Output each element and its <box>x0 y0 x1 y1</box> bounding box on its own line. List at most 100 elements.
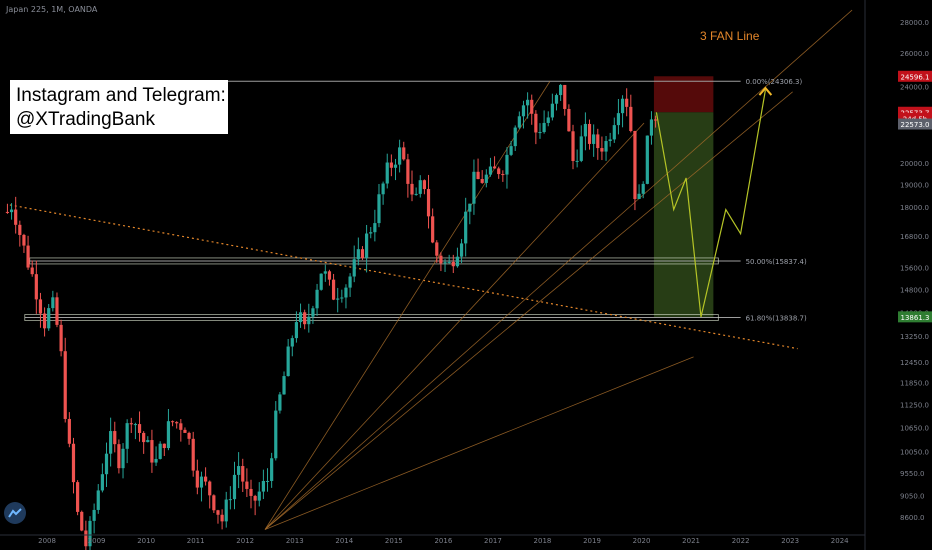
candle-body <box>170 421 175 423</box>
candle-body <box>464 211 468 244</box>
candle-body <box>55 297 59 325</box>
fib-level-label: 0.00%(24306.3) <box>746 78 803 86</box>
candle-body <box>96 490 100 510</box>
price-badge-label: 24596.1 <box>901 73 930 81</box>
candle-body <box>608 139 612 142</box>
candle-body <box>517 116 521 128</box>
time-tick-label: 2008 <box>38 537 56 545</box>
candle-body <box>104 453 109 475</box>
candle-body <box>18 224 22 235</box>
price-tick-label: 16800.0 <box>900 233 929 241</box>
candle-body <box>488 166 493 175</box>
candle-body <box>352 259 356 277</box>
time-tick-label: 2015 <box>385 537 403 545</box>
projection-path <box>655 86 773 318</box>
candle-body <box>290 338 294 347</box>
candle-body <box>472 171 476 204</box>
price-tick-label: 10650.0 <box>900 424 929 432</box>
candle-body <box>377 194 381 224</box>
candle-body <box>294 322 299 339</box>
candle-body <box>513 127 517 147</box>
candle-body <box>26 245 30 268</box>
candle-body <box>274 410 278 459</box>
candle-body <box>476 171 480 180</box>
price-tick-label: 14800.0 <box>900 286 929 294</box>
fib-level-label: 61.80%(13838.7) <box>746 315 807 323</box>
candle-body <box>100 474 104 491</box>
candle-body <box>612 125 616 140</box>
symbol-title: Japan 225, 1M, OANDA <box>6 5 98 14</box>
time-tick-label: 2021 <box>682 537 700 545</box>
candle-body <box>385 162 389 184</box>
candle-body <box>9 209 14 213</box>
candle-body <box>175 422 179 424</box>
candle-body <box>414 193 418 195</box>
candle-body <box>538 132 542 134</box>
fan-line <box>264 81 551 530</box>
candle-body <box>410 183 414 195</box>
candle-body <box>125 423 129 449</box>
candle-body <box>633 131 637 199</box>
candle-body <box>249 488 253 496</box>
candle-body <box>455 256 460 267</box>
candle-body <box>146 440 150 443</box>
candle-body <box>625 98 629 107</box>
time-tick-label: 2023 <box>781 537 799 545</box>
candle-body <box>373 223 377 233</box>
candle-body <box>616 113 621 126</box>
candle-body <box>154 458 158 463</box>
candle-body <box>307 316 311 325</box>
time-tick-label: 2017 <box>484 537 502 545</box>
candle-body <box>620 98 625 114</box>
candle-body <box>80 511 84 531</box>
candle-body <box>212 495 216 511</box>
price-tick-label: 19000.0 <box>900 182 929 190</box>
candle-body <box>232 474 237 500</box>
candle-body <box>257 491 261 501</box>
price-tick-label: 8600.0 <box>900 514 925 522</box>
candle-body <box>393 164 398 168</box>
candle-body <box>137 424 142 433</box>
candle-body <box>348 276 352 288</box>
price-badge <box>898 70 932 82</box>
candle-body <box>253 495 257 501</box>
time-axis[interactable]: 2008 2009 2010 2011 2012 2013 2014 2015 2016 2017… <box>0 534 865 545</box>
candle-body <box>51 297 55 309</box>
candle-body <box>530 99 534 114</box>
candle-body <box>579 136 583 161</box>
time-tick-label: 2024 <box>831 537 849 545</box>
candle-body <box>183 429 187 433</box>
candle-body <box>443 262 447 264</box>
candle-body <box>241 466 245 482</box>
fan-line-label: 3 FAN Line <box>700 29 760 43</box>
candle-body <box>282 376 286 395</box>
candle-body <box>113 431 117 445</box>
candle-body <box>162 443 166 449</box>
candle-body <box>84 530 88 547</box>
candle-body <box>542 122 546 133</box>
candle-body <box>228 499 232 501</box>
candle-body <box>298 312 303 323</box>
candle-body <box>534 113 538 133</box>
candle-body <box>303 312 307 325</box>
position-zones <box>653 76 714 317</box>
candle-body <box>323 271 327 274</box>
candle-body <box>451 261 455 267</box>
candle-body <box>484 174 488 183</box>
time-tick-label: 2014 <box>335 537 353 545</box>
candle-body <box>327 271 332 280</box>
candle-body <box>406 159 410 184</box>
candle-body <box>563 84 567 109</box>
candle-body <box>121 448 125 469</box>
candle-body <box>431 216 435 243</box>
candle-body <box>575 160 579 162</box>
time-tick-label: 2018 <box>534 537 552 545</box>
promo-line-2: @XTradingBank <box>16 109 155 130</box>
fib-level-box <box>29 257 719 265</box>
time-tick-label: 2020 <box>633 537 651 545</box>
tradingview-logo-icon[interactable] <box>4 502 26 524</box>
time-tick-label: 2019 <box>583 537 601 545</box>
candle-body <box>261 480 265 492</box>
time-tick-label: 2010 <box>137 537 155 545</box>
